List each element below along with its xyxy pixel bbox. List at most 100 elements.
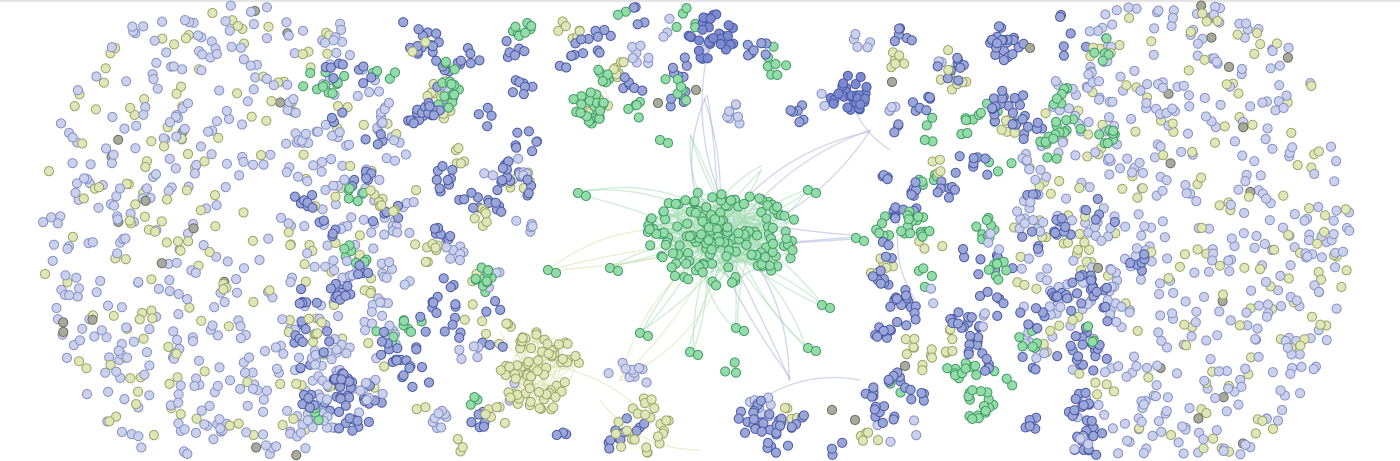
graph-node[interactable] (1064, 103, 1075, 114)
graph-node[interactable] (433, 408, 444, 419)
graph-node[interactable] (439, 326, 450, 337)
graph-node[interactable] (1153, 5, 1164, 16)
graph-node[interactable] (1257, 415, 1268, 426)
graph-node[interactable] (1075, 123, 1086, 134)
graph-node[interactable] (1260, 276, 1272, 288)
graph-node[interactable] (434, 183, 445, 194)
graph-node[interactable] (993, 274, 1004, 285)
graph-node[interactable] (553, 339, 565, 350)
graph-node[interactable] (133, 431, 144, 442)
graph-node[interactable] (893, 119, 904, 130)
graph-node[interactable] (108, 310, 119, 321)
graph-node[interactable] (1100, 9, 1111, 20)
graph-node[interactable] (344, 50, 355, 61)
graph-node[interactable] (339, 70, 350, 82)
graph-node[interactable] (1240, 176, 1251, 187)
graph-node[interactable] (980, 405, 991, 416)
graph-node[interactable] (495, 304, 506, 315)
graph-node[interactable] (708, 33, 719, 44)
graph-node[interactable] (861, 81, 872, 93)
graph-node[interactable] (204, 400, 215, 412)
graph-node[interactable] (1255, 170, 1266, 181)
graph-node[interactable] (224, 420, 235, 431)
graph-node[interactable] (1171, 368, 1183, 379)
graph-node[interactable] (633, 112, 644, 123)
graph-node[interactable] (112, 248, 123, 259)
graph-node[interactable] (785, 105, 796, 116)
graph-node[interactable] (199, 156, 210, 167)
graph-node[interactable] (358, 214, 369, 225)
graph-node[interactable] (886, 102, 897, 113)
graph-node[interactable] (136, 442, 147, 453)
graph-node[interactable] (760, 49, 771, 60)
graph-node[interactable] (649, 403, 660, 414)
graph-node[interactable] (481, 276, 492, 287)
graph-node[interactable] (998, 298, 1009, 309)
graph-node[interactable] (1233, 88, 1244, 99)
graph-node[interactable] (1101, 353, 1112, 364)
graph-node[interactable] (1193, 413, 1204, 424)
graph-node[interactable] (305, 67, 316, 79)
graph-node[interactable] (631, 425, 642, 436)
graph-node[interactable] (874, 228, 885, 239)
graph-node[interactable] (1328, 215, 1339, 226)
graph-node[interactable] (232, 88, 243, 99)
graph-node[interactable] (184, 302, 195, 313)
graph-node[interactable] (612, 9, 624, 20)
graph-node[interactable] (907, 97, 919, 108)
graph-node[interactable] (739, 427, 751, 438)
graph-node[interactable] (1296, 361, 1307, 372)
graph-node[interactable] (372, 65, 383, 77)
graph-node[interactable] (1212, 330, 1223, 341)
graph-node[interactable] (87, 314, 98, 325)
graph-node[interactable] (1201, 335, 1212, 346)
graph-node[interactable] (436, 422, 447, 433)
graph-node[interactable] (876, 218, 888, 229)
graph-node[interactable] (703, 222, 714, 233)
graph-node[interactable] (1042, 152, 1053, 163)
graph-node[interactable] (119, 123, 130, 134)
graph-node[interactable] (1017, 341, 1028, 352)
graph-node[interactable] (130, 143, 141, 154)
graph-node[interactable] (652, 97, 664, 109)
graph-node[interactable] (38, 217, 49, 228)
graph-node[interactable] (47, 255, 58, 266)
graph-node[interactable] (1221, 79, 1232, 90)
graph-node[interactable] (957, 244, 969, 255)
graph-node[interactable] (527, 146, 538, 157)
graph-node[interactable] (481, 216, 492, 227)
graph-node[interactable] (51, 302, 62, 314)
graph-node[interactable] (408, 197, 419, 208)
graph-node[interactable] (1137, 183, 1148, 194)
graph-node[interactable] (1320, 210, 1331, 221)
graph-node[interactable] (164, 275, 175, 286)
graph-node[interactable] (729, 357, 740, 368)
graph-node[interactable] (310, 359, 321, 370)
graph-node[interactable] (968, 153, 979, 164)
graph-node[interactable] (533, 355, 544, 366)
graph-node[interactable] (238, 156, 249, 167)
graph-node[interactable] (173, 389, 184, 400)
graph-node[interactable] (342, 281, 353, 292)
graph-node[interactable] (525, 396, 536, 407)
graph-node[interactable] (211, 200, 222, 211)
graph-node[interactable] (465, 48, 476, 59)
graph-node[interactable] (151, 57, 162, 69)
graph-node[interactable] (316, 166, 327, 177)
graph-node[interactable] (903, 214, 914, 225)
graph-node[interactable] (122, 352, 133, 363)
graph-node[interactable] (1141, 362, 1153, 373)
graph-node[interactable] (1075, 433, 1086, 444)
graph-node[interactable] (1129, 65, 1140, 77)
graph-node[interactable] (909, 415, 920, 426)
graph-node[interactable] (1007, 49, 1018, 60)
graph-node[interactable] (275, 378, 286, 390)
graph-node[interactable] (101, 332, 112, 343)
graph-node[interactable] (906, 189, 917, 200)
graph-node[interactable] (499, 417, 510, 429)
graph-node[interactable] (352, 196, 363, 207)
graph-node[interactable] (259, 346, 271, 357)
graph-node[interactable] (223, 321, 234, 332)
graph-node[interactable] (486, 110, 497, 121)
graph-node[interactable] (794, 117, 805, 128)
